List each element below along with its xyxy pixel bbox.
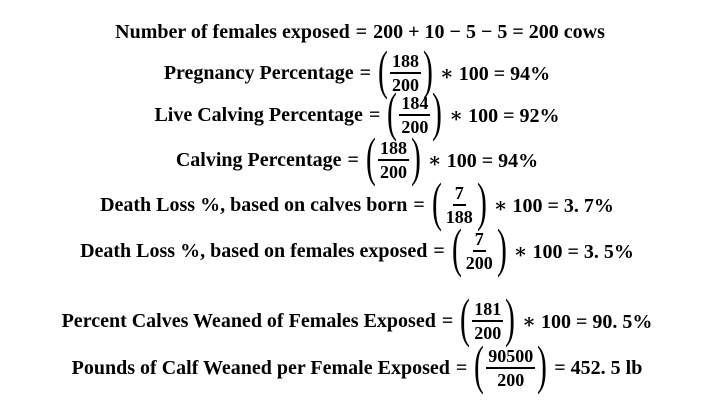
left-paren: ( xyxy=(387,82,398,142)
equation-death-loss-calves-born: Death Loss %, based on calves born = ( 7… xyxy=(0,172,720,232)
fraction: 7 188 xyxy=(444,182,475,228)
equation-percent-calves-weaned: Percent Calves Weaned of Females Exposed… xyxy=(0,288,720,348)
equals-sign: = xyxy=(368,103,381,126)
equals-sign: = xyxy=(433,239,445,262)
left-paren: ( xyxy=(460,288,471,348)
equals-sign: = xyxy=(455,356,468,379)
equation-calving-percentage: Calving Percentage = ( 188 200 ) ∗ 100 =… xyxy=(0,127,720,187)
equals-sign: = xyxy=(355,20,368,43)
equation-label: Calving Percentage xyxy=(175,148,342,171)
numerator: 188 xyxy=(377,137,409,161)
denominator: 200 xyxy=(401,117,429,137)
denominator: 200 xyxy=(474,323,502,343)
right-paren: ) xyxy=(410,127,421,187)
equation-result: ∗ 100 = 92% xyxy=(449,104,560,127)
equation-label: Pounds of Calf Weaned per Female Exposed xyxy=(71,356,450,379)
numerator: 181 xyxy=(472,298,504,322)
numerator: 188 xyxy=(389,50,421,74)
equation-result: ∗ 100 = 94% xyxy=(439,62,551,85)
left-paren: ( xyxy=(378,40,388,100)
denominator: 188 xyxy=(445,207,473,227)
left-paren: ( xyxy=(451,218,462,278)
fraction: 188 200 xyxy=(389,50,421,96)
equation-expression: 200 + 10 − 5 − 5 = 200 cows xyxy=(373,20,605,43)
fraction: 90500 200 xyxy=(486,345,536,391)
right-paren: ) xyxy=(476,172,487,232)
right-paren: ) xyxy=(432,82,443,142)
equation-pregnancy-percentage: Pregnancy Percentage = ( 188 200 ) ∗ 100… xyxy=(0,40,720,100)
left-paren: ( xyxy=(474,335,485,395)
equals-sign: = xyxy=(347,148,359,171)
equation-result: ∗ 100 = 90. 5% xyxy=(522,310,653,333)
equation-label: Number of females exposed xyxy=(115,20,350,43)
right-paren: ) xyxy=(496,218,507,278)
equals-sign: = xyxy=(359,61,371,84)
equation-label: Death Loss %, based on calves born xyxy=(100,193,408,216)
equation-live-calving-percentage: Live Calving Percentage = ( 184 200 ) ∗ … xyxy=(0,82,720,142)
equation-females-exposed: Number of females exposed = 200 + 10 − 5… xyxy=(0,18,720,46)
fraction: 188 200 xyxy=(377,137,409,183)
left-paren: ( xyxy=(365,127,376,187)
equation-label: Live Calving Percentage xyxy=(154,103,363,126)
denominator: 200 xyxy=(497,370,525,390)
denominator: 200 xyxy=(379,162,407,182)
fraction: 181 200 xyxy=(472,298,504,344)
equals-sign: = xyxy=(441,309,454,332)
fraction: 7 200 xyxy=(464,228,495,274)
equation-death-loss-females-exposed: Death Loss %, based on females exposed =… xyxy=(0,218,720,278)
equation-result: = 452. 5 lb xyxy=(554,356,643,379)
right-paren: ) xyxy=(505,288,516,348)
numerator: 184 xyxy=(399,92,431,116)
numerator: 7 xyxy=(452,182,466,206)
equation-pounds-calf-weaned: Pounds of Calf Weaned per Female Exposed… xyxy=(0,335,720,395)
numerator: 7 xyxy=(472,228,486,252)
equation-result: ∗ 100 = 3. 7% xyxy=(493,194,614,217)
equation-result: ∗ 100 = 3. 5% xyxy=(513,240,634,263)
numerator: 90500 xyxy=(486,345,536,369)
left-paren: ( xyxy=(431,172,442,232)
right-paren: ) xyxy=(537,335,548,395)
denominator: 200 xyxy=(465,253,493,273)
equals-sign: = xyxy=(413,193,425,216)
equation-result: ∗ 100 = 94% xyxy=(427,149,539,172)
equation-label: Pregnancy Percentage xyxy=(163,61,354,84)
equation-label: Death Loss %, based on females exposed xyxy=(80,239,428,262)
equation-label: Percent Calves Weaned of Females Exposed xyxy=(61,309,436,332)
denominator: 200 xyxy=(391,75,419,95)
right-paren: ) xyxy=(423,40,433,100)
fraction: 184 200 xyxy=(399,92,431,138)
